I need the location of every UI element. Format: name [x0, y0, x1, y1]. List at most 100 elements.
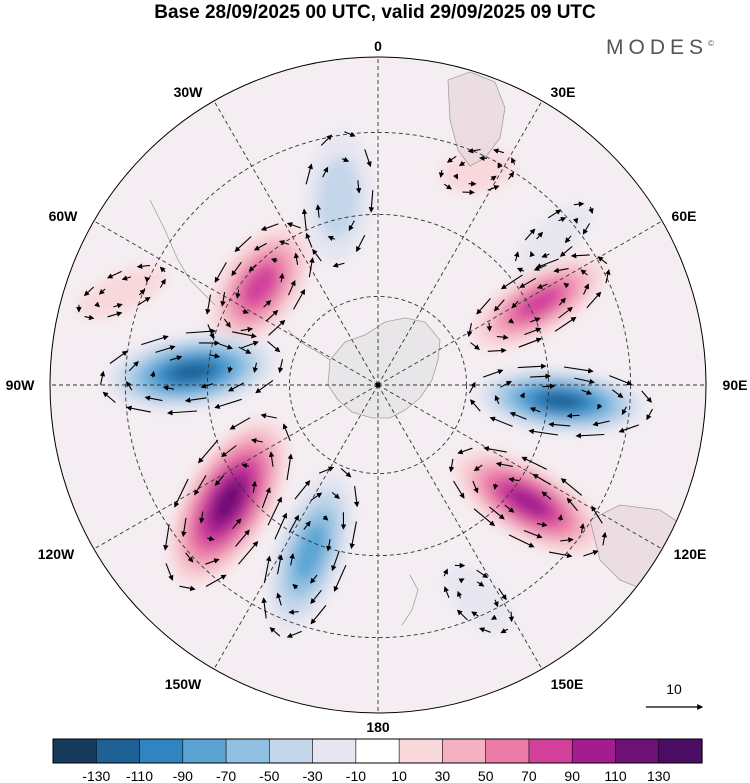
wind-vector [448, 458, 455, 473]
wind-vector [553, 267, 569, 274]
wind-vector [559, 245, 573, 257]
wind-vector [508, 477, 520, 483]
longitude-labels: 0 30E 60E 90E 120E 150E 180 150W 120W 90… [6, 38, 748, 735]
wind-vector [207, 535, 215, 542]
wind-vector [292, 583, 299, 590]
wind-vector [167, 409, 198, 416]
wind-vector [128, 361, 139, 372]
wind-vector [235, 289, 241, 299]
wind-vector [305, 232, 313, 248]
wind-vector [265, 309, 279, 322]
wind-vector [518, 337, 542, 348]
wind-vector [208, 353, 221, 359]
wind-vector [276, 554, 284, 575]
positive-anomaly-70w-level-1 [78, 265, 166, 319]
wind-vector [205, 558, 220, 565]
wind-vector [511, 157, 517, 165]
wind-vector [547, 209, 562, 219]
wind-vector [514, 251, 520, 262]
wind-vector [532, 473, 551, 485]
wind-vector [581, 389, 593, 395]
meridian-30 [377, 100, 543, 386]
negative-anomaly-15w [304, 131, 373, 267]
wind-vector [504, 504, 515, 513]
wind-vectors [76, 131, 653, 638]
wind-vector [353, 486, 360, 508]
wind-vector [575, 432, 605, 439]
wind-vector [310, 589, 322, 605]
wind-vector [508, 318, 515, 324]
wind-vector [500, 380, 512, 388]
wind-vector [315, 204, 321, 218]
wind-vector [588, 206, 594, 215]
wind-vector [322, 514, 329, 521]
wind-vector [126, 380, 133, 391]
wind-vector [487, 185, 500, 191]
wind-vector [443, 586, 450, 599]
globe-boundary [49, 56, 707, 714]
wind-vector [205, 294, 212, 315]
colorbar-segment-3 [182, 738, 227, 764]
colorbar-tick-label: -30 [302, 768, 322, 783]
wind-vector [442, 568, 448, 577]
wind-vector [529, 407, 541, 413]
wind-vector [242, 308, 249, 314]
wind-vector [453, 173, 459, 180]
wind-vector [438, 169, 445, 178]
wind-vector [573, 201, 585, 207]
colorbar-segment-1 [95, 738, 141, 764]
wind-vector [536, 231, 544, 240]
wind-vector [332, 262, 345, 268]
wind-vector [560, 478, 583, 496]
wind-vector [286, 453, 294, 481]
wind-vector [268, 451, 275, 467]
lon-label-60e: 60E [672, 208, 697, 224]
wind-vector [344, 131, 356, 137]
wind-vector [498, 588, 507, 601]
wind-vector [524, 228, 536, 241]
wind-vector [566, 412, 580, 419]
wind-vector [476, 298, 491, 315]
positive-anomaly-125e-level-5 [506, 487, 549, 517]
wind-vector [83, 286, 95, 297]
wind-vector [549, 551, 573, 559]
wind-vector [536, 521, 548, 528]
wind-vector [591, 505, 603, 524]
wind-vector [288, 514, 299, 534]
africa-coastline [447, 71, 506, 167]
wind-vector [473, 464, 483, 472]
wind-vector [348, 220, 355, 232]
wind-vector [473, 508, 496, 527]
negative-anomaly-15w-level-2 [317, 157, 360, 241]
wind-vector [286, 630, 302, 638]
wind-vector [109, 350, 128, 364]
wind-vector [107, 270, 122, 279]
positive-anomaly-30w-60w [209, 226, 311, 346]
modes-logo: MODES© [606, 36, 714, 60]
wind-vector [493, 299, 505, 312]
wind-vector [310, 605, 327, 625]
negative-anomaly-90e [473, 367, 649, 435]
lon-label-90e: 90E [723, 377, 748, 393]
negative-anomaly-160w-level-4 [294, 524, 326, 581]
positive-anomaly-130w-level-6 [213, 481, 243, 523]
wind-vector [279, 272, 285, 283]
wind-vector [495, 461, 513, 467]
wind-vector [597, 403, 603, 410]
wind-vector [253, 242, 267, 251]
colorbar-segment-13 [615, 738, 660, 764]
wind-vector [185, 328, 216, 334]
colorbar-segment-7 [355, 738, 400, 764]
wind-vector [331, 550, 340, 572]
wind-vector [310, 492, 323, 501]
wind-vector [159, 278, 166, 288]
wind-vector [580, 269, 588, 276]
wind-vector [214, 262, 227, 283]
wind-vector [535, 258, 559, 269]
wind-vector [566, 497, 579, 512]
wind-vector [288, 609, 299, 615]
wind-vector [521, 456, 548, 470]
lon-label-0: 0 [374, 38, 382, 54]
modes-logo-text: MODES [606, 36, 709, 59]
